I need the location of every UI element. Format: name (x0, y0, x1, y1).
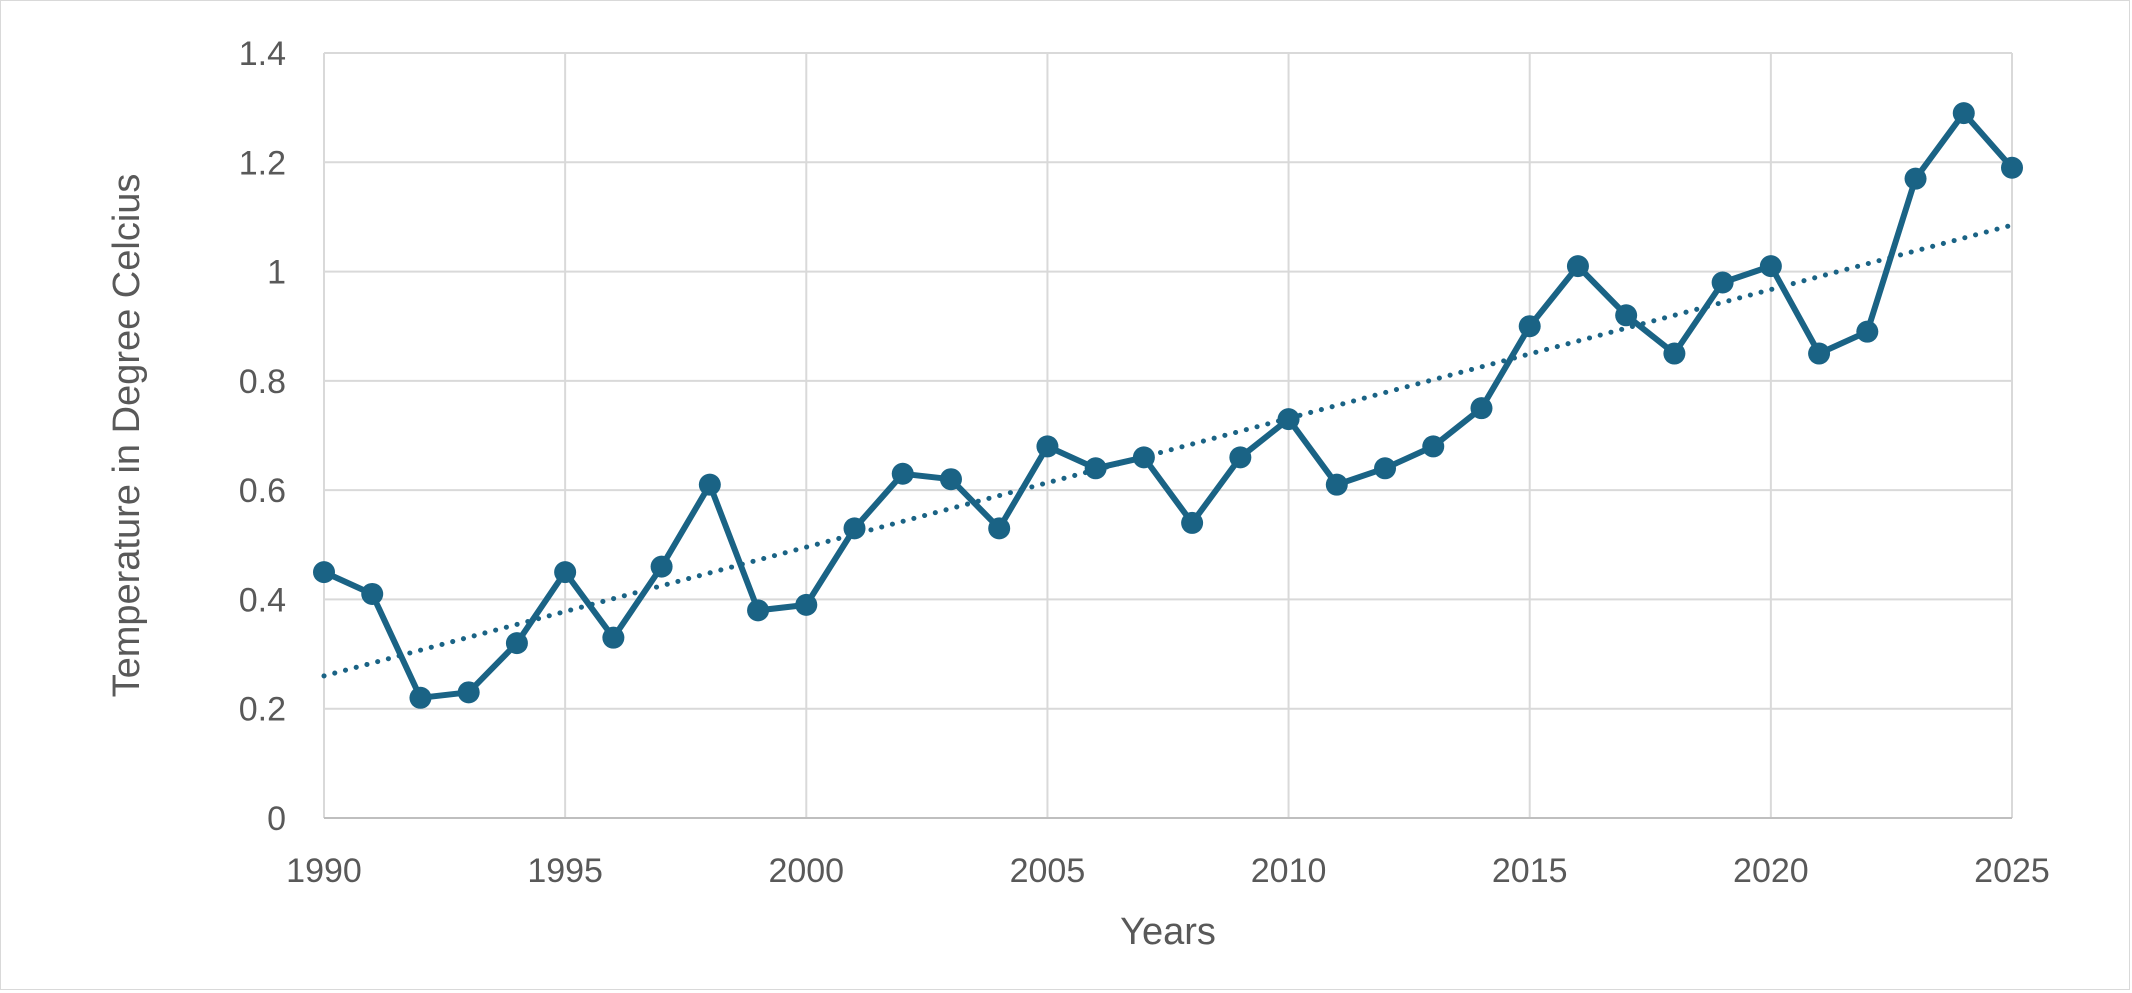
data-point (1181, 511, 1204, 534)
y-tick-label: 0.4 (239, 581, 286, 619)
x-tick-label: 2000 (768, 852, 844, 890)
data-point (1132, 446, 1155, 469)
data-point (1856, 320, 1879, 343)
trendline (321, 222, 2015, 679)
data-point (1422, 435, 1445, 458)
data-point (988, 517, 1011, 540)
data-point (1711, 271, 1734, 294)
data-point (698, 473, 721, 496)
data-point (1518, 315, 1541, 338)
data-point (361, 582, 384, 605)
data-point (409, 686, 432, 709)
data-point (1759, 255, 1782, 278)
data-point (1084, 457, 1107, 480)
data-point (1229, 446, 1252, 469)
data-point (1663, 342, 1686, 365)
data-point (650, 555, 673, 578)
series-line (322, 110, 2015, 701)
y-tick-label: 0.6 (239, 472, 286, 510)
gridlines (323, 52, 2013, 818)
data-point (554, 561, 577, 584)
data-point (457, 681, 480, 704)
y-axis-ticks: 0 0.2 0.4 0.6 0.8 1 1.2 1.4 (239, 35, 286, 838)
x-axis-title: Years (1120, 911, 1216, 953)
data-point (1374, 457, 1397, 480)
data-point (2001, 156, 2023, 179)
data-point (1904, 167, 1927, 190)
data-point (313, 561, 335, 584)
y-tick-label: 1.4 (239, 35, 286, 73)
x-tick-label: 2015 (1492, 852, 1568, 890)
data-point (1470, 397, 1493, 420)
data-point (1952, 102, 1975, 125)
data-point (939, 468, 962, 491)
data-point (747, 599, 770, 622)
data-points (313, 102, 2023, 709)
data-point (795, 593, 818, 616)
x-tick-label: 2020 (1733, 852, 1809, 890)
x-axis-ticks: 1990 1995 2000 2005 2010 2015 2020 2025 (286, 852, 2050, 890)
x-tick-label: 2025 (1974, 852, 2050, 890)
data-point (505, 632, 528, 655)
data-point (1808, 342, 1831, 365)
y-tick-label: 0.8 (239, 363, 286, 401)
data-point (891, 462, 914, 485)
data-point (602, 626, 625, 649)
y-tick-label: 0 (267, 800, 286, 838)
y-tick-label: 0.2 (239, 691, 286, 729)
data-point (1325, 473, 1348, 496)
y-axis-title: Temperature in Degree Celcius (106, 174, 148, 698)
x-tick-label: 2005 (1010, 852, 1086, 890)
data-point (1615, 304, 1638, 327)
x-tick-label: 1990 (286, 852, 362, 890)
data-point (1566, 255, 1589, 278)
y-tick-label: 1 (267, 254, 286, 292)
data-point (1277, 408, 1300, 431)
y-tick-label: 1.2 (239, 144, 286, 182)
x-tick-label: 1995 (527, 852, 603, 890)
data-point (1036, 435, 1059, 458)
data-point (843, 517, 866, 540)
x-tick-label: 2010 (1251, 852, 1327, 890)
